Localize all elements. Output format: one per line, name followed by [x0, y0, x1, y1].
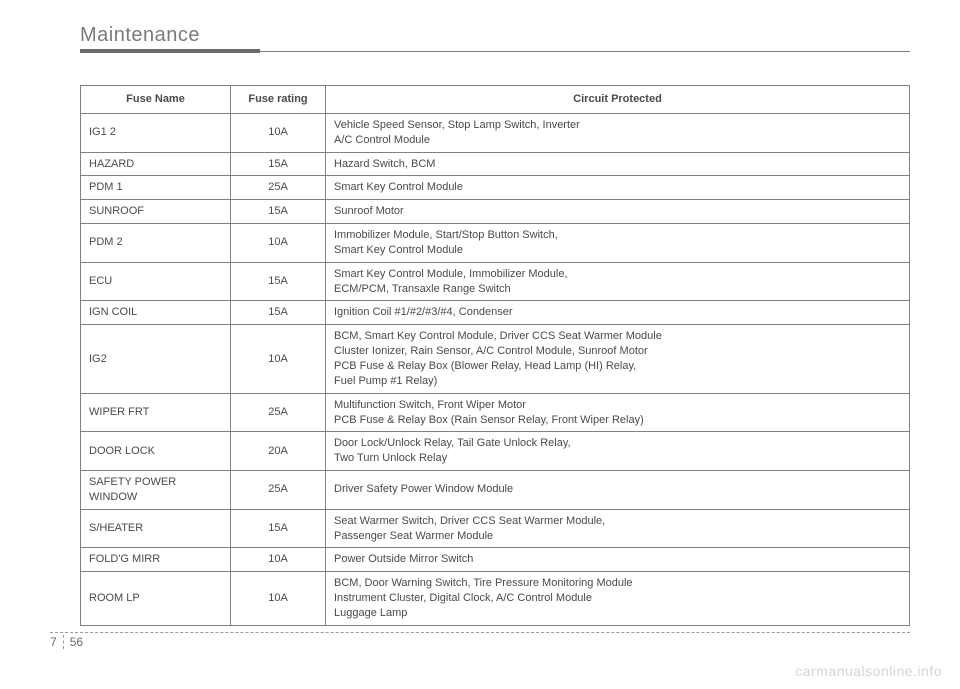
- cell-fuse-name: PDM 2: [81, 224, 231, 263]
- cell-fuse-name: SAFETY POWER WINDOW: [81, 471, 231, 510]
- table-row: S/HEATER15ASeat Warmer Switch, Driver CC…: [81, 509, 910, 548]
- page-title: Maintenance: [80, 24, 910, 47]
- cell-circuit-protected: Hazard Switch, BCM: [326, 152, 910, 176]
- table-row: PDM 210AImmobilizer Module, Start/Stop B…: [81, 224, 910, 263]
- table-row: IGN COIL15AIgnition Coil #1/#2/#3/#4, Co…: [81, 301, 910, 325]
- cell-fuse-rating: 25A: [231, 176, 326, 200]
- cell-fuse-rating: 10A: [231, 113, 326, 152]
- cell-fuse-name: SUNROOF: [81, 200, 231, 224]
- cell-fuse-name: DOOR LOCK: [81, 432, 231, 471]
- cell-fuse-name: ECU: [81, 262, 231, 301]
- cell-fuse-rating: 10A: [231, 325, 326, 393]
- cell-circuit-protected: Multifunction Switch, Front Wiper MotorP…: [326, 393, 910, 432]
- table-row: IG1 210AVehicle Speed Sensor, Stop Lamp …: [81, 113, 910, 152]
- cell-fuse-name: IGN COIL: [81, 301, 231, 325]
- table-header-row: Fuse Name Fuse rating Circuit Protected: [81, 86, 910, 114]
- cell-circuit-protected: Power Outside Mirror Switch: [326, 548, 910, 572]
- cell-circuit-protected: Sunroof Motor: [326, 200, 910, 224]
- cell-circuit-protected: Immobilizer Module, Start/Stop Button Sw…: [326, 224, 910, 263]
- table-row: DOOR LOCK20ADoor Lock/Unlock Relay, Tail…: [81, 432, 910, 471]
- table-row: SUNROOF15ASunroof Motor: [81, 200, 910, 224]
- cell-circuit-protected: Smart Key Control Module: [326, 176, 910, 200]
- cell-circuit-protected: Ignition Coil #1/#2/#3/#4, Condenser: [326, 301, 910, 325]
- cell-circuit-protected: Seat Warmer Switch, Driver CCS Seat Warm…: [326, 509, 910, 548]
- table-row: FOLD'G MIRR10APower Outside Mirror Switc…: [81, 548, 910, 572]
- table-row: HAZARD15AHazard Switch, BCM: [81, 152, 910, 176]
- fuse-table: Fuse Name Fuse rating Circuit Protected …: [80, 85, 910, 626]
- cell-fuse-rating: 15A: [231, 509, 326, 548]
- cell-fuse-rating: 10A: [231, 572, 326, 626]
- cell-fuse-rating: 25A: [231, 471, 326, 510]
- cell-fuse-name: HAZARD: [81, 152, 231, 176]
- cell-fuse-rating: 15A: [231, 200, 326, 224]
- table-row: ROOM LP10ABCM, Door Warning Switch, Tire…: [81, 572, 910, 626]
- cell-circuit-protected: Driver Safety Power Window Module: [326, 471, 910, 510]
- cell-fuse-name: FOLD'G MIRR: [81, 548, 231, 572]
- cell-fuse-name: WIPER FRT: [81, 393, 231, 432]
- watermark: carmanualsonline.info: [795, 663, 942, 679]
- cell-fuse-name: IG2: [81, 325, 231, 393]
- table-row: PDM 125ASmart Key Control Module: [81, 176, 910, 200]
- page-footer: 7 56: [50, 632, 910, 649]
- cell-circuit-protected: BCM, Door Warning Switch, Tire Pressure …: [326, 572, 910, 626]
- section-number: 7: [50, 635, 64, 649]
- cell-fuse-rating: 10A: [231, 548, 326, 572]
- cell-fuse-rating: 25A: [231, 393, 326, 432]
- col-circuit-protected: Circuit Protected: [326, 86, 910, 114]
- cell-circuit-protected: Vehicle Speed Sensor, Stop Lamp Switch, …: [326, 113, 910, 152]
- table-row: ECU15ASmart Key Control Module, Immobili…: [81, 262, 910, 301]
- col-fuse-rating: Fuse rating: [231, 86, 326, 114]
- cell-fuse-name: S/HEATER: [81, 509, 231, 548]
- cell-fuse-rating: 10A: [231, 224, 326, 263]
- col-fuse-name: Fuse Name: [81, 86, 231, 114]
- cell-circuit-protected: Door Lock/Unlock Relay, Tail Gate Unlock…: [326, 432, 910, 471]
- cell-fuse-rating: 15A: [231, 152, 326, 176]
- cell-fuse-name: ROOM LP: [81, 572, 231, 626]
- table-row: SAFETY POWER WINDOW25ADriver Safety Powe…: [81, 471, 910, 510]
- cell-fuse-rating: 15A: [231, 262, 326, 301]
- table-row: WIPER FRT25AMultifunction Switch, Front …: [81, 393, 910, 432]
- cell-fuse-rating: 15A: [231, 301, 326, 325]
- cell-fuse-name: PDM 1: [81, 176, 231, 200]
- cell-fuse-rating: 20A: [231, 432, 326, 471]
- cell-circuit-protected: Smart Key Control Module, Immobilizer Mo…: [326, 262, 910, 301]
- page-number: 56: [70, 635, 83, 649]
- cell-fuse-name: IG1 2: [81, 113, 231, 152]
- table-row: IG210ABCM, Smart Key Control Module, Dri…: [81, 325, 910, 393]
- header-rule: [80, 49, 910, 53]
- cell-circuit-protected: BCM, Smart Key Control Module, Driver CC…: [326, 325, 910, 393]
